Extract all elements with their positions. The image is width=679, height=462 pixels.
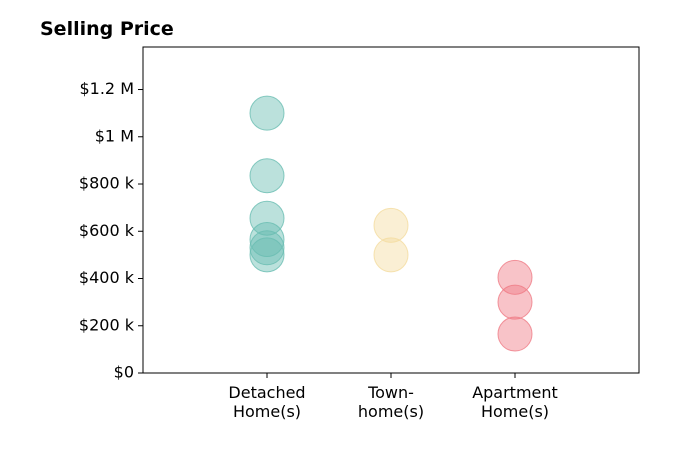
y-tick-label: $800 k [79,174,135,193]
data-point [373,237,409,273]
data-point [249,237,285,273]
axes-layer: $0 $200 k $400 k $600 k $800 k $1 M $1.2 M Deta… [79,79,558,421]
data-point [249,95,285,131]
chart-title: Selling Price [40,18,174,40]
data-point [497,284,533,320]
data-point [373,207,409,243]
x-tick-label: Apartment Home(s) [472,383,558,421]
x-tick-label: Detached Home(s) [228,383,305,421]
points-layer [249,95,533,352]
y-tick-label: $200 k [79,315,135,334]
y-tick-label: $1 M [95,126,134,145]
y-tick-label: $600 k [79,221,135,240]
y-tick-label: $400 k [79,268,135,287]
y-tick-label: $1.2 M [79,79,134,98]
y-tick-label: $0 [114,363,134,382]
data-point [497,259,533,295]
data-point [249,230,285,266]
x-tick-label: Town-home(s) [358,383,424,421]
data-point [249,158,285,194]
data-point [249,200,285,236]
data-point [249,222,285,258]
data-point [497,316,533,352]
